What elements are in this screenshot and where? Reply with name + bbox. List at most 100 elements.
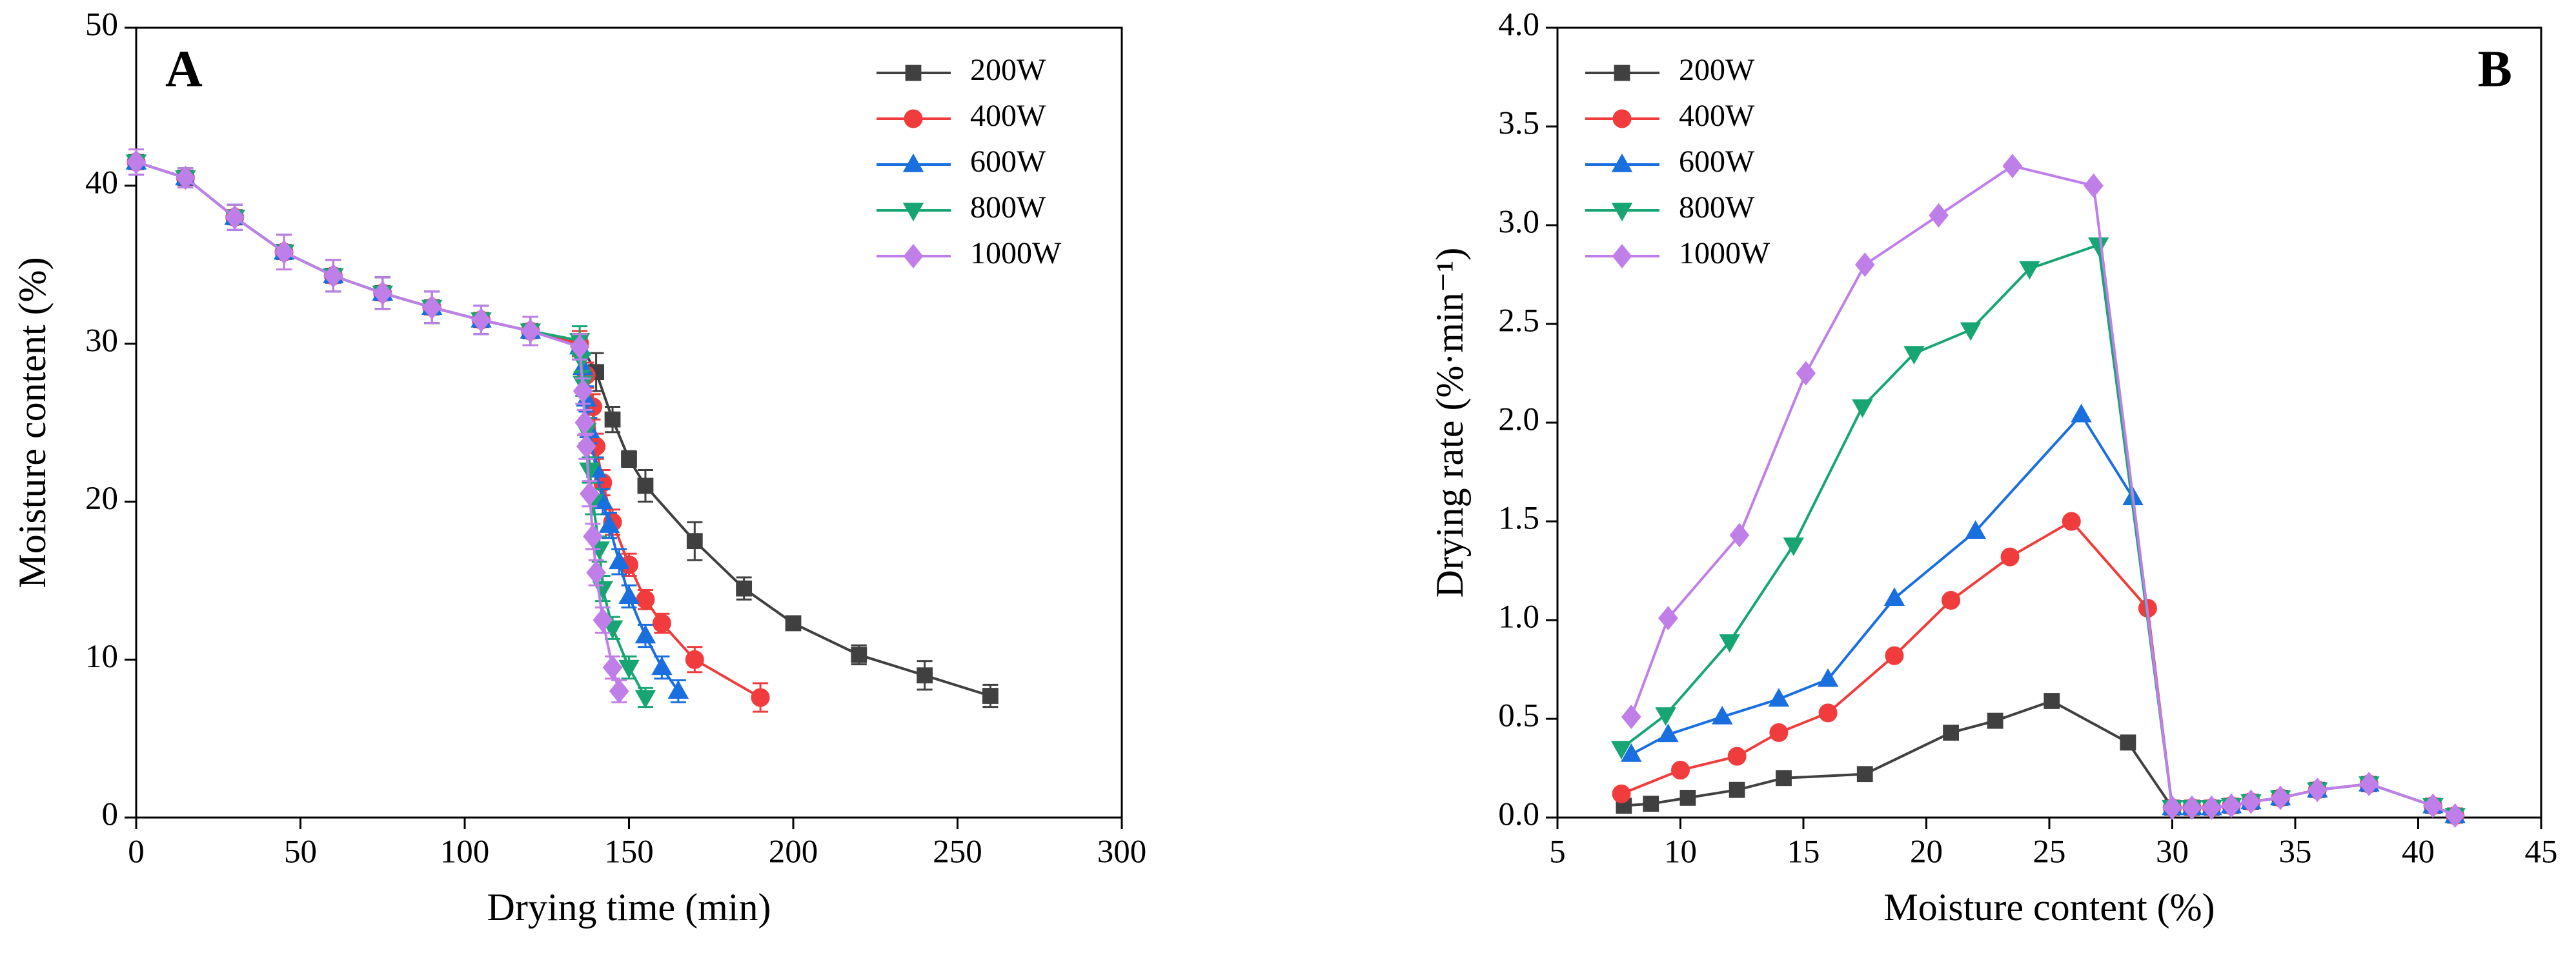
marker — [2062, 512, 2081, 531]
series — [127, 148, 770, 713]
marker — [1727, 747, 1747, 766]
x-tick-label: 30 — [2156, 834, 2189, 870]
marker — [602, 655, 623, 680]
x-tick-label: 25 — [2033, 834, 2066, 870]
marker — [1729, 781, 1745, 798]
marker — [579, 462, 600, 481]
marker — [1769, 723, 1789, 742]
y-tick-label: 1.0 — [1498, 599, 1539, 636]
marker — [2221, 793, 2242, 818]
marker — [1712, 705, 1733, 725]
y-tick-label: 0 — [102, 797, 119, 833]
legend-label: 200W — [970, 53, 1046, 87]
y-tick-label: 2.0 — [1498, 402, 1539, 438]
marker — [686, 533, 703, 550]
marker — [634, 690, 656, 709]
marker — [917, 667, 933, 684]
marker — [1942, 590, 1961, 610]
legend-marker — [1611, 153, 1633, 172]
marker — [636, 590, 655, 609]
x-tick-label: 200 — [769, 834, 818, 870]
y-tick-label: 20 — [85, 481, 118, 517]
marker — [618, 659, 640, 679]
marker — [1658, 605, 1678, 630]
marker — [569, 334, 590, 359]
marker — [1610, 741, 1632, 760]
marker — [651, 656, 673, 676]
marker — [2002, 154, 2023, 179]
marker — [1643, 796, 1659, 812]
legend-label: 400W — [970, 99, 1046, 133]
legend-label: 800W — [970, 190, 1046, 225]
marker — [1885, 646, 1904, 665]
marker — [1965, 520, 1986, 539]
y-tick-label: 50 — [85, 7, 118, 43]
x-tick-label: 150 — [604, 834, 654, 870]
marker — [604, 411, 621, 428]
marker — [176, 165, 196, 190]
legend-marker — [905, 65, 922, 81]
x-tick-label: 20 — [1910, 834, 1943, 870]
x-tick-label: 250 — [933, 834, 982, 870]
marker — [2182, 795, 2202, 820]
marker — [2087, 237, 2109, 256]
marker — [634, 625, 656, 644]
marker — [2358, 771, 2379, 796]
legend-label: 400W — [1679, 99, 1755, 133]
marker — [751, 688, 770, 707]
legend-marker — [1611, 203, 1633, 222]
marker — [372, 281, 393, 306]
marker — [2202, 795, 2222, 820]
marker — [982, 688, 999, 704]
y-tick-label: 0.5 — [1498, 698, 1539, 734]
marker — [274, 239, 294, 265]
marker — [1719, 634, 1740, 653]
marker — [851, 647, 867, 663]
x-axis-label: Moisture content (%) — [1883, 886, 2215, 929]
legend-marker — [902, 203, 924, 222]
plot-frame — [135, 26, 1123, 819]
panel-label: B — [2478, 41, 2512, 97]
legend-marker — [904, 109, 923, 128]
x-tick-label: 0 — [128, 834, 145, 870]
marker — [1854, 252, 1875, 277]
marker — [580, 481, 600, 507]
x-tick-label: 10 — [1664, 834, 1697, 870]
legend-label: 600W — [970, 145, 1046, 179]
legend-label: 1000W — [1679, 236, 1770, 270]
legend-label: 1000W — [970, 236, 1062, 270]
y-tick-label: 30 — [85, 323, 118, 359]
marker — [586, 560, 606, 585]
x-tick-label: 40 — [2402, 834, 2435, 870]
marker — [1768, 688, 1790, 707]
marker — [1655, 707, 1676, 726]
marker — [598, 514, 620, 533]
x-tick-label: 50 — [284, 834, 317, 870]
marker — [576, 434, 596, 459]
legend-marker — [903, 244, 924, 268]
series-line — [1620, 243, 2456, 817]
legend-marker — [902, 153, 924, 172]
marker — [323, 263, 343, 288]
marker — [126, 150, 147, 175]
series-line — [136, 161, 680, 692]
marker — [1856, 766, 1873, 783]
marker — [1903, 346, 1925, 365]
series — [1612, 512, 2465, 825]
y-tick-label: 0.0 — [1498, 797, 1539, 833]
marker — [2071, 403, 2092, 423]
marker — [1621, 704, 1641, 729]
marker — [2120, 734, 2136, 751]
y-axis-label: Moisture content (%) — [11, 257, 54, 588]
marker — [1729, 523, 1750, 548]
marker — [1783, 538, 1805, 556]
marker — [471, 307, 491, 332]
marker — [652, 614, 671, 633]
x-tick-label: 15 — [1787, 834, 1820, 870]
marker — [1776, 770, 1792, 787]
marker — [1852, 399, 1873, 418]
marker — [608, 550, 630, 570]
marker — [736, 580, 753, 597]
x-tick-label: 100 — [440, 834, 490, 870]
